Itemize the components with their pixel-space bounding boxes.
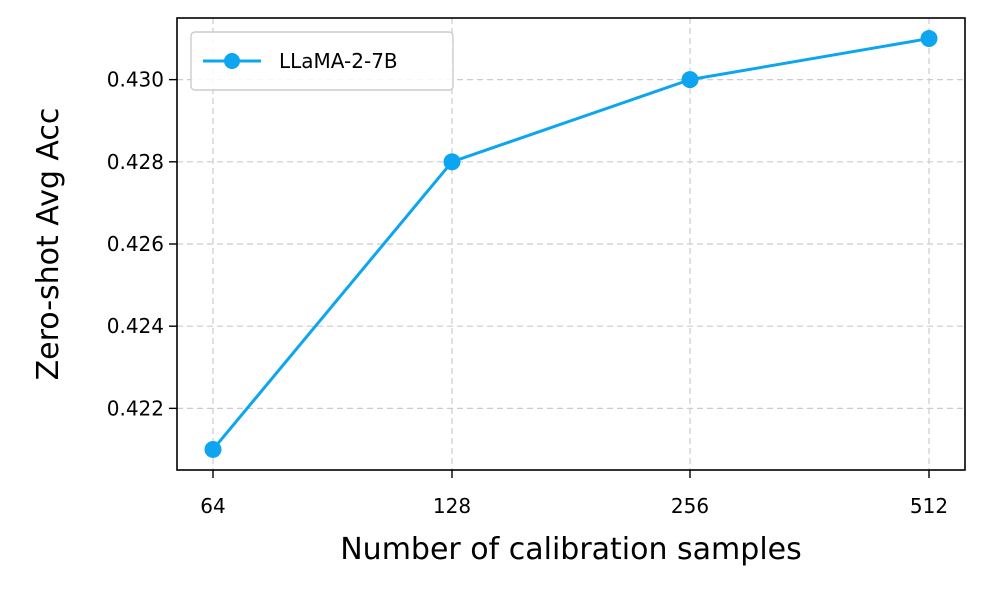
- x-axis-label: Number of calibration samples: [340, 532, 802, 567]
- series-line: [211, 37, 930, 451]
- axis-ticks: 64 128 256 512 0.422 0.424 0.426 0.428 0.430: [107, 68, 948, 518]
- data-point: [204, 440, 222, 458]
- legend: LLaMA-2-7B: [190, 31, 454, 91]
- y-tick-label: 0.426: [107, 232, 164, 256]
- y-tick-label: 0.430: [107, 68, 164, 92]
- y-tick-label: 0.424: [107, 314, 164, 338]
- data-point: [920, 30, 938, 48]
- x-tick-label: 64: [200, 494, 225, 518]
- y-tick-label: 0.428: [107, 150, 164, 174]
- legend-box: [190, 31, 454, 91]
- x-tick-label: 512: [910, 494, 948, 518]
- series-layer: [204, 30, 938, 458]
- y-tick-label: 0.422: [107, 396, 164, 420]
- y-axis-label: Zero-shot Avg Acc: [31, 108, 66, 381]
- legend-label: LLaMA-2-7B: [279, 49, 398, 73]
- legend-marker: [224, 53, 240, 69]
- x-tick-label: 256: [671, 494, 709, 518]
- data-point: [443, 153, 461, 171]
- data-point: [681, 71, 699, 89]
- x-tick-label: 128: [433, 494, 471, 518]
